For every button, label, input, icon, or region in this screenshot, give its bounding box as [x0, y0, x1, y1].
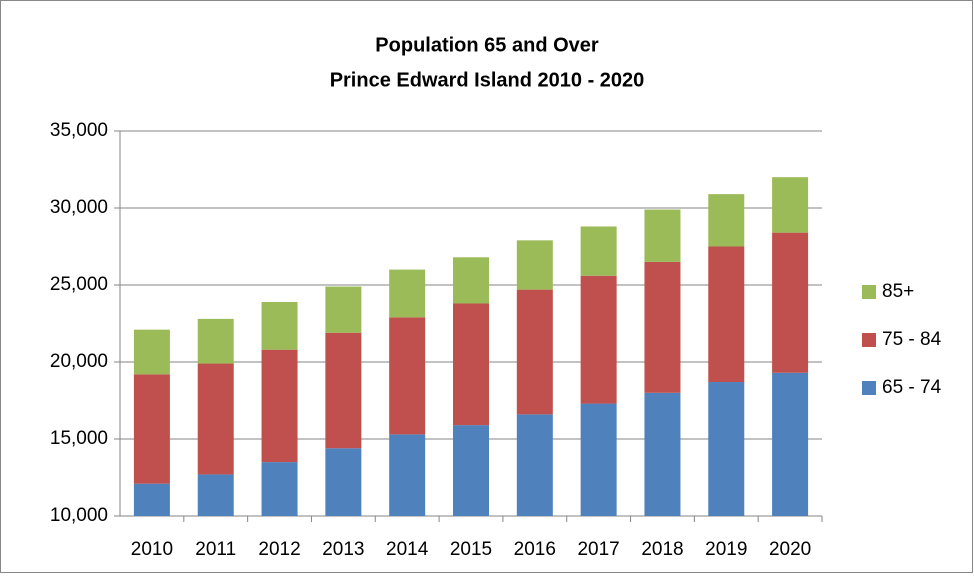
x-tick-label: 2011	[195, 539, 236, 560]
bar-segment	[580, 226, 617, 276]
bar-segment	[197, 318, 234, 364]
legend-label: 85+	[882, 281, 914, 302]
bar-segment	[133, 329, 170, 375]
bar-segment	[644, 209, 681, 262]
bar-segment	[708, 382, 745, 516]
bar-segment	[580, 403, 617, 516]
bar-segment	[580, 275, 617, 404]
x-tick-label: 2016	[514, 539, 556, 560]
bar-segment	[453, 425, 489, 516]
bar-segment	[197, 474, 234, 516]
bar-segment	[325, 448, 362, 516]
bar-segment	[261, 462, 298, 516]
x-tick-label: 2020	[769, 539, 811, 560]
legend-label: 65 - 74	[882, 377, 942, 398]
legend-label: 75 - 84	[882, 329, 942, 350]
chart-title: Population 65 and Over	[375, 34, 599, 56]
x-tick-label: 2014	[386, 539, 429, 560]
x-tick-label: 2010	[131, 539, 173, 560]
y-tick-label: 10,000	[50, 505, 108, 526]
y-tick-label: 35,000	[50, 120, 108, 141]
bar-segment	[516, 289, 553, 415]
bar-segment	[516, 240, 553, 290]
bar-segment	[261, 349, 298, 463]
bar-segment	[772, 177, 809, 233]
x-tick-label: 2013	[322, 539, 364, 560]
x-tick-label: 2017	[577, 539, 619, 560]
y-tick-label: 25,000	[50, 274, 108, 295]
bar-segment	[261, 301, 298, 350]
bar-segment	[644, 392, 681, 516]
bar-segment	[389, 434, 426, 516]
bar-segment	[453, 257, 489, 304]
legend-swatch	[862, 333, 876, 347]
bar-segment	[772, 232, 809, 373]
bar-segment	[133, 483, 170, 516]
bar-segment	[133, 374, 170, 484]
legend-swatch	[862, 381, 876, 395]
y-tick-label: 30,000	[50, 197, 108, 218]
bar-segment	[453, 303, 489, 426]
y-tick-label: 20,000	[50, 351, 108, 372]
chart-title: Prince Edward Island 2010 - 2020	[330, 69, 645, 91]
y-tick-label: 15,000	[50, 428, 108, 449]
x-tick-label: 2012	[258, 539, 300, 560]
bar-segment	[516, 414, 553, 516]
legend-swatch	[862, 285, 876, 299]
x-tick-label: 2019	[705, 539, 747, 560]
x-tick-label: 2015	[450, 539, 492, 560]
x-tick-label: 2018	[641, 539, 683, 560]
bar-segment	[708, 194, 745, 247]
bar-segment	[708, 246, 745, 383]
bar-segment	[389, 317, 426, 435]
bar-segment	[644, 261, 681, 393]
bar-segment	[197, 363, 234, 475]
bar-segment	[772, 372, 809, 516]
bar-segment	[389, 269, 426, 318]
bar-segment	[325, 286, 362, 333]
bar-segment	[325, 332, 362, 449]
